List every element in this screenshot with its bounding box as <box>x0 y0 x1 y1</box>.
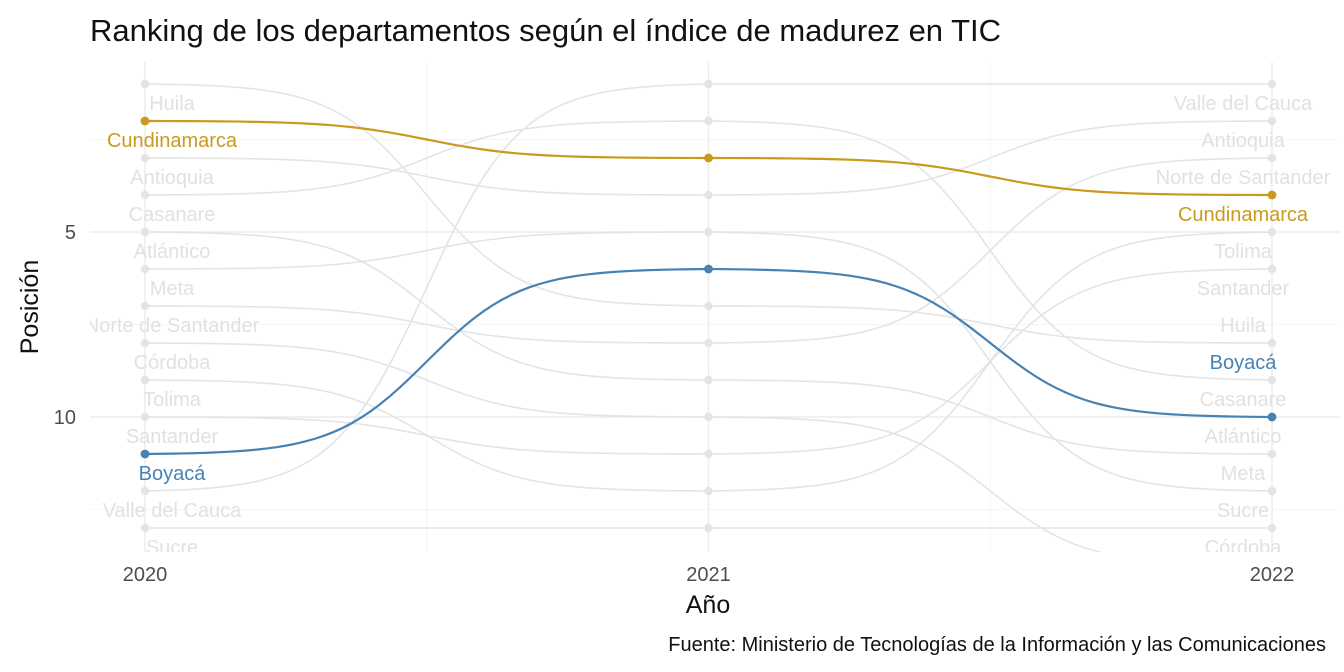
series-point-antioquia <box>704 190 713 200</box>
highlight-point-cundinamarca <box>704 153 713 163</box>
highlight-series-group: Cundinamarca Cundinamarca Boyacá Boyacá <box>107 116 1309 485</box>
highlight-point-cundinamarca <box>1267 190 1277 200</box>
series-point-cordoba <box>140 338 150 348</box>
series-point-casanare <box>704 116 713 126</box>
series-point-valle-del-cauca <box>704 79 713 89</box>
y-axis-title: Posición <box>16 260 44 355</box>
series-point-meta <box>140 264 150 274</box>
series-point-tolima <box>704 486 713 496</box>
x-axis-title: Año <box>686 591 730 619</box>
right-end-label-cordoba: Córdoba <box>1205 537 1283 559</box>
y-tick-label: 5 <box>65 222 76 244</box>
series-point-casanare <box>1267 375 1277 385</box>
right-end-label-antioquia: Antioquia <box>1201 130 1285 152</box>
plot-panel: Huila Antioquia Casanare Atlántico Meta Norte… <box>85 79 1331 559</box>
highlight-point-boyaca <box>140 449 150 459</box>
right-end-label-santander: Santander <box>1197 278 1290 300</box>
series-point-cordoba <box>704 412 713 422</box>
series-point-santander <box>704 449 713 459</box>
right-end-label-meta: Meta <box>1221 463 1266 485</box>
left-end-label-meta: Meta <box>150 278 195 300</box>
series-point-tolima <box>1267 227 1277 237</box>
series-point-meta <box>1267 486 1277 496</box>
right-end-label-tolima: Tolima <box>1214 241 1273 263</box>
left-end-label-cundinamarca: Cundinamarca <box>107 130 238 152</box>
x-tick-label: 2021 <box>686 564 731 586</box>
right-end-label-norte-de-santander: Norte de Santander <box>1156 167 1331 189</box>
right-end-label-boyaca: Boyacá <box>1210 352 1278 374</box>
series-point-valle-del-cauca <box>140 486 150 496</box>
chart-title: Ranking de los departamentos según el ín… <box>90 13 1001 48</box>
right-end-label-valle-del-cauca: Valle del Cauca <box>1174 93 1313 115</box>
series-point-huila <box>140 79 150 89</box>
series-point-casanare <box>140 190 150 200</box>
series-point-norte-de-santander <box>140 301 150 311</box>
highlight-point-cundinamarca <box>140 116 150 126</box>
series-point-meta <box>704 227 713 237</box>
axes: 2020 2021 2022 5 10 <box>54 222 1295 586</box>
left-end-label-valle-del-cauca: Valle del Cauca <box>103 500 242 522</box>
series-point-sucre <box>704 523 713 533</box>
series-point-norte-de-santander <box>1267 153 1277 163</box>
left-end-label-sucre: Sucre <box>146 537 198 559</box>
series-point-huila <box>1267 338 1277 348</box>
series-point-valle-del-cauca <box>1267 79 1277 89</box>
left-end-label-atlantico: Atlántico <box>134 241 211 263</box>
series-point-antioquia <box>140 153 150 163</box>
series-point-norte-de-santander <box>704 338 713 348</box>
series-point-antioquia <box>1267 116 1277 126</box>
highlight-point-boyaca <box>1267 412 1277 422</box>
series-point-sucre <box>140 523 150 533</box>
series-point-sucre <box>1267 523 1277 533</box>
right-end-label-casanare: Casanare <box>1200 389 1287 411</box>
series-point-santander <box>1267 264 1277 274</box>
series-point-huila <box>704 301 713 311</box>
left-end-label-boyaca: Boyacá <box>139 463 207 485</box>
left-end-label-casanare: Casanare <box>129 204 216 226</box>
x-tick-label: 2020 <box>123 564 168 586</box>
series-point-atlantico <box>1267 449 1277 459</box>
right-end-label-sucre: Sucre <box>1217 500 1269 522</box>
left-end-label-santander: Santander <box>126 426 219 448</box>
chart-caption: Fuente: Ministerio de Tecnologías de la … <box>668 634 1326 656</box>
left-end-label-huila: Huila <box>149 93 195 115</box>
series-point-tolima <box>140 375 150 385</box>
y-tick-label: 10 <box>54 407 76 429</box>
series-point-atlantico <box>140 227 150 237</box>
left-end-label-cordoba: Córdoba <box>134 352 212 374</box>
x-tick-label: 2022 <box>1250 564 1295 586</box>
background-labels-group: Huila Antioquia Casanare Atlántico Meta Norte… <box>85 93 1331 559</box>
right-end-label-huila: Huila <box>1220 315 1266 337</box>
left-end-label-norte-de-santander: Norte de Santander <box>85 315 260 337</box>
left-end-label-tolima: Tolima <box>143 389 202 411</box>
right-end-label-cundinamarca: Cundinamarca <box>1178 204 1309 226</box>
background-series-group <box>140 79 1277 552</box>
right-end-label-atlantico: Atlántico <box>1205 426 1282 448</box>
series-point-atlantico <box>704 375 713 385</box>
left-end-label-antioquia: Antioquia <box>130 167 214 189</box>
highlight-point-boyaca <box>704 264 713 274</box>
series-point-santander <box>140 412 150 422</box>
